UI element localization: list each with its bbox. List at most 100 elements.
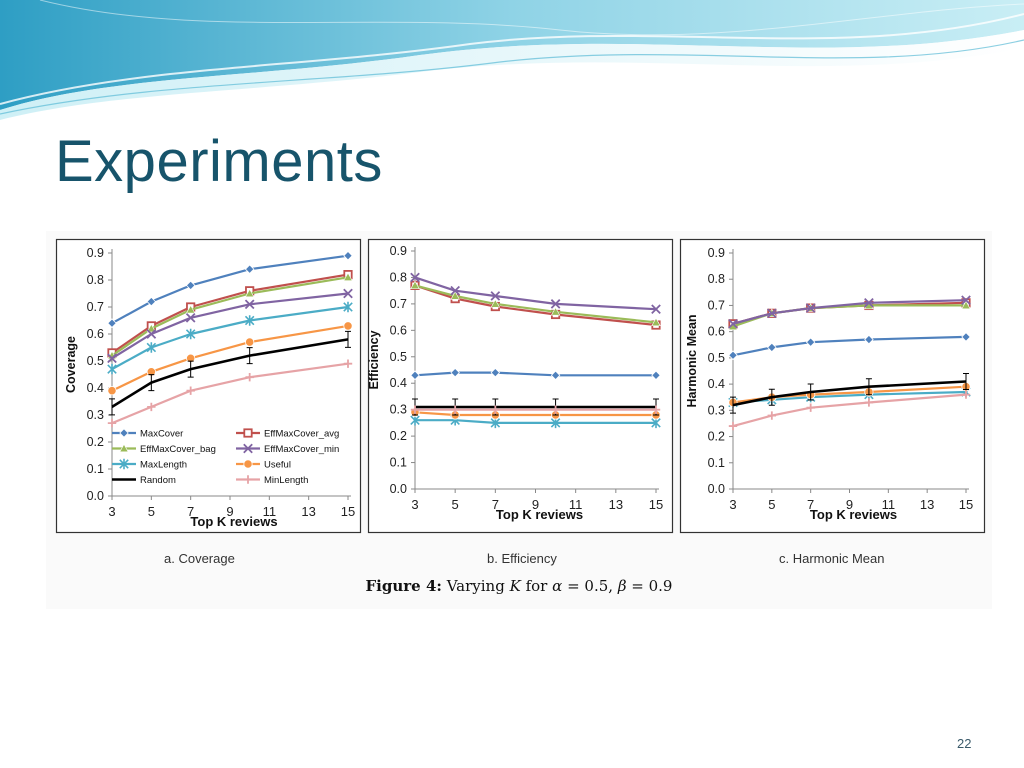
caption-efficiency: b. Efficiency	[487, 551, 557, 566]
data-point	[245, 337, 255, 347]
x-tick-label: 7	[492, 497, 499, 512]
y-tick-label: 0.8	[708, 272, 725, 286]
x-tick-label: 5	[452, 497, 459, 512]
series-maxcover	[410, 367, 661, 381]
y-tick-label: 0.9	[708, 246, 725, 260]
data-point	[961, 300, 971, 310]
y-tick-label: 0.6	[390, 323, 407, 337]
series-maxlength	[410, 415, 661, 429]
x-tick-label: 13	[920, 497, 934, 512]
legend-label: MaxLength	[140, 460, 187, 471]
series-random	[109, 330, 351, 416]
figure-caption-alpha-eq: = 0.5,	[567, 577, 614, 595]
x-axis-label: Top K reviews	[810, 507, 897, 522]
legend-item: EffMaxCover_bag	[112, 443, 216, 455]
data-point	[410, 280, 420, 290]
caption-harmonic-mean: c. Harmonic Mean	[779, 551, 885, 566]
error-bar	[730, 396, 736, 414]
data-point	[410, 272, 420, 283]
data-point	[343, 250, 353, 261]
y-axis-label: Harmonic Mean	[685, 314, 699, 407]
figure-caption-prefix: Figure 4:	[365, 577, 442, 595]
x-tick-label: 3	[108, 504, 115, 519]
series-random	[730, 372, 969, 414]
data-point	[185, 280, 196, 291]
error-bar	[865, 378, 872, 396]
data-point	[450, 291, 460, 300]
series-effmaxcover-min	[107, 288, 353, 364]
data-point	[343, 301, 353, 313]
data-point	[550, 370, 561, 381]
legend-label: EffMaxCover_bag	[140, 444, 216, 455]
data-point	[864, 297, 874, 308]
x-tick-label: 9	[226, 504, 233, 519]
legend-item: EffMaxCover_avg	[236, 428, 339, 440]
y-tick-label: 0.5	[708, 351, 725, 365]
x-tick-label: 7	[187, 504, 194, 519]
data-point	[767, 411, 777, 420]
y-tick-label: 0.0	[708, 482, 725, 496]
charts-canvas: 0.0 0.1 0.2 0.3 0.4 0.5 0.6 0.7 0.8 0.9 3 5 7 9 11 13 15…	[55, 238, 986, 534]
y-tick-label: 0.1	[390, 456, 407, 470]
legend-label: EffMaxCover_min	[264, 444, 339, 455]
series-minlength	[410, 405, 661, 414]
data-point	[805, 337, 816, 347]
data-point	[244, 315, 255, 326]
figure-caption-k: K	[509, 577, 521, 595]
data-point	[766, 308, 777, 319]
data-point	[107, 353, 117, 364]
series-effmaxcover-bag	[410, 280, 661, 327]
y-tick-label: 0.7	[87, 300, 104, 314]
x-tick-label: 11	[569, 497, 583, 512]
x-tick-label: 5	[768, 497, 775, 512]
slide-title: Experiments	[55, 129, 383, 194]
y-tick-label: 0.0	[87, 489, 104, 503]
data-point	[651, 317, 661, 327]
legend-label: EffMaxCover_avg	[264, 429, 339, 440]
data-point	[806, 403, 815, 412]
legend-item: Useful	[236, 459, 291, 471]
error-bar	[246, 347, 253, 365]
chart-panel-1: 0.0 0.1 0.2 0.3 0.4 0.5 0.6 0.7 0.8 0.9 3 5 7 9 11 13 15…	[55, 238, 362, 534]
legend-label: Useful	[264, 460, 291, 471]
legend-marker	[243, 459, 253, 469]
data-point	[107, 318, 117, 328]
series-minlength	[107, 359, 353, 428]
figure-caption-beta-eq: = 0.9	[631, 577, 673, 595]
x-tick-label: 5	[148, 504, 155, 519]
data-point	[728, 318, 738, 329]
y-tick-label: 0.6	[87, 327, 104, 341]
data-point	[450, 405, 460, 414]
error-bar	[187, 360, 194, 378]
series-effmaxcover-bag	[107, 272, 353, 360]
error-bar	[963, 372, 969, 390]
x-tick-label: 7	[807, 497, 814, 512]
figure-caption-beta: β	[617, 577, 627, 595]
legend-label: MinLength	[264, 475, 308, 486]
data-point	[343, 272, 353, 281]
figure-caption-text1: Varying	[446, 577, 505, 595]
chart-panel-2: 0.0 0.1 0.2 0.3 0.4 0.5 0.6 0.7 0.8 0.9 3 5 7 9 11 13 15…	[367, 238, 674, 534]
data-point	[107, 418, 117, 428]
legend: MaxCover EffMaxCover_avg EffMaxCover_bag Ef…	[112, 428, 339, 486]
data-point	[107, 363, 117, 375]
data-point	[107, 386, 117, 396]
y-tick-label: 0.3	[708, 403, 725, 417]
y-tick-label: 0.3	[390, 403, 407, 417]
legend-marker	[243, 428, 253, 438]
legend-marker	[243, 443, 253, 454]
data-point	[961, 295, 971, 306]
y-tick-label: 0.7	[708, 298, 725, 312]
x-tick-label: 13	[301, 504, 315, 519]
x-tick-label: 13	[609, 497, 623, 512]
data-point	[410, 405, 420, 414]
legend-item: MaxLength	[112, 458, 187, 471]
series-maxcover	[728, 332, 971, 361]
series-effmaxcover-min	[728, 295, 971, 329]
legend-label: Random	[140, 475, 176, 486]
legend-item: MaxCover	[112, 428, 183, 440]
legend-marker	[243, 475, 253, 484]
data-point	[491, 405, 500, 414]
data-point	[450, 285, 461, 296]
slide-number: 22	[957, 736, 972, 751]
